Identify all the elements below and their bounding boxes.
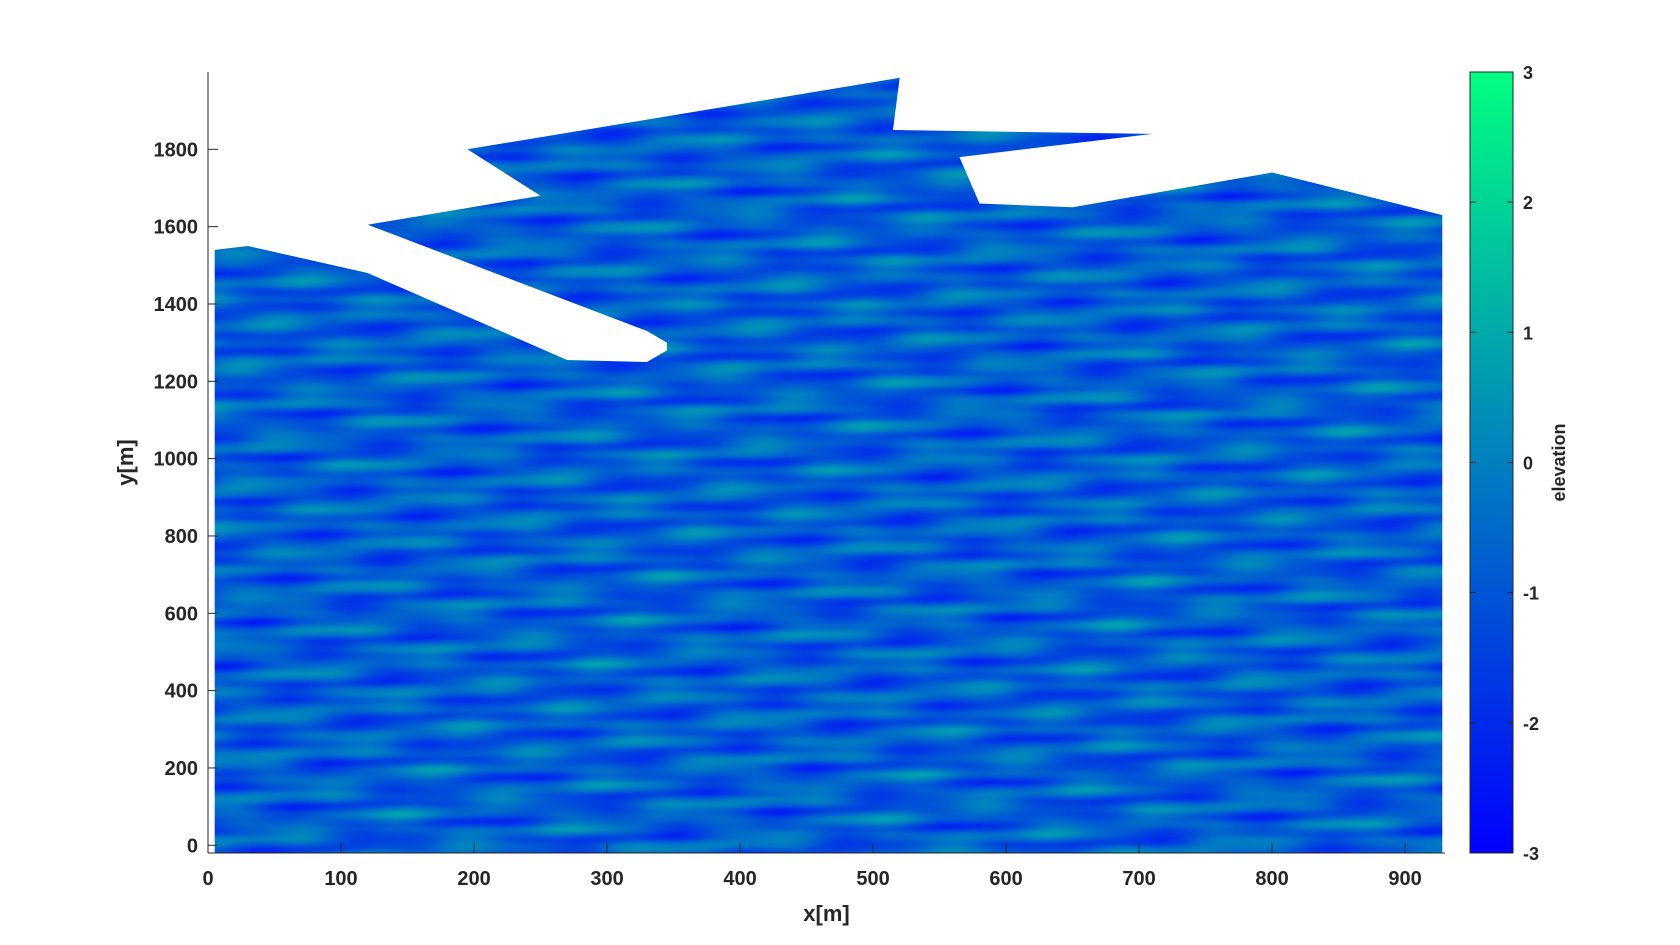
x-tick-label: 200: [457, 868, 490, 890]
y-tick-label: 800: [165, 526, 198, 548]
x-tick-label: 900: [1388, 868, 1421, 890]
colorbar: 3 2 1 0 -1 -2 -3: [1469, 63, 1539, 864]
heatmap-field: [214, 77, 1443, 854]
colorbar-tick-label: -2: [1523, 714, 1539, 734]
x-tick-label: 700: [1122, 868, 1155, 890]
y-tick-label: 1000: [154, 449, 199, 471]
y-axis-label: y[m]: [113, 439, 138, 485]
colorbar-tick-label: 1: [1523, 323, 1533, 343]
y-tick-label: 600: [165, 603, 198, 625]
x-tick-label: 300: [590, 868, 623, 890]
colorbar-tick-label: 0: [1523, 454, 1533, 474]
x-tick-label: 600: [989, 868, 1022, 890]
colorbar-tick-label: -1: [1523, 584, 1539, 604]
x-tick-label: 100: [324, 868, 357, 890]
y-tick-label: 1200: [154, 371, 199, 393]
colorbar-tick-label: -3: [1523, 844, 1539, 864]
x-tick-label: 0: [202, 868, 213, 890]
x-tick-label: 500: [856, 868, 889, 890]
y-tick-label: 1800: [154, 139, 199, 161]
colorbar-tick-label: 3: [1523, 63, 1533, 83]
y-tick-label: 1600: [154, 217, 199, 239]
y-tick-label: 400: [165, 681, 198, 703]
y-tick-label: 0: [187, 835, 198, 857]
axes: 0 100 200 300 400 500 600 700 800 900 0 200 400 600 80…: [154, 72, 1445, 890]
y-tick-label: 1400: [154, 294, 199, 316]
colorbar-tick-label: 2: [1523, 193, 1533, 213]
y-tick-label: 200: [165, 758, 198, 780]
colorbar-label: elevation: [1549, 423, 1569, 501]
heatmap-cells: [214, 77, 1443, 854]
colorbar-gradient: [1469, 71, 1514, 854]
x-tick-label: 800: [1255, 868, 1288, 890]
x-tick-label: 400: [723, 868, 756, 890]
x-axis-label: x[m]: [803, 901, 849, 926]
